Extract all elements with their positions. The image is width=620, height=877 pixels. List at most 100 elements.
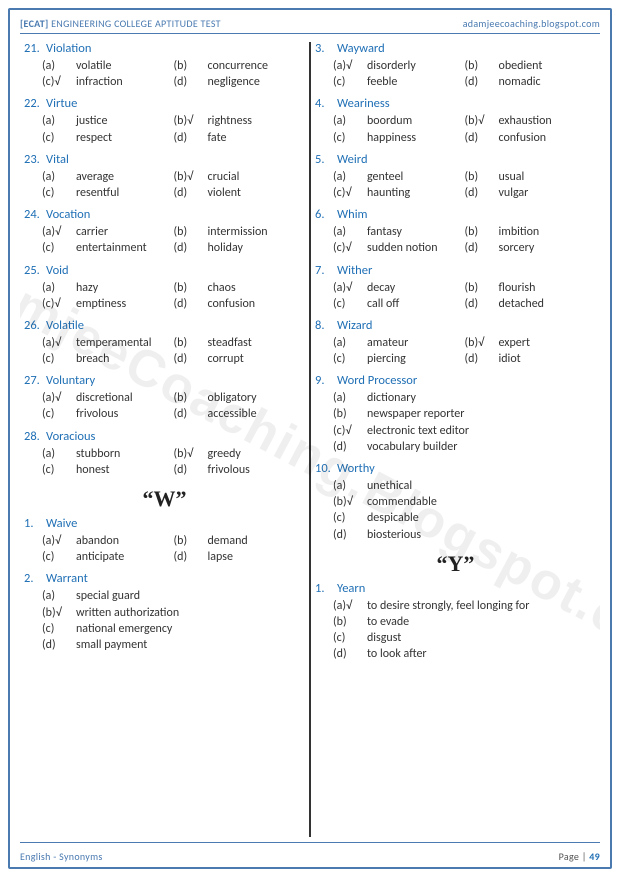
- question-word: Worthy: [337, 461, 375, 476]
- question-word: Weird: [337, 152, 368, 167]
- question-heading: 25.Void: [24, 263, 305, 278]
- question-word: Virtue: [46, 96, 77, 111]
- section-letter: “Y”: [315, 551, 596, 577]
- option: (b)√exhaustion: [465, 113, 597, 129]
- option: (a)√to desire strongly, feel longing for: [333, 598, 596, 614]
- options: (a)average(b)√crucial(c)resentful(d)viol…: [24, 169, 305, 201]
- option-text: despicable: [367, 510, 419, 526]
- question-number: 2.: [24, 571, 46, 586]
- option-label: (c): [333, 351, 367, 367]
- question-number: 21.: [24, 41, 46, 56]
- option-text: national emergency: [76, 621, 172, 637]
- option-text: crucial: [208, 169, 240, 185]
- question-word: Yearn: [337, 581, 365, 596]
- question: 5.Weird(a)genteel(b)usual(c)√haunting(d)…: [315, 152, 596, 201]
- option-text: imbition: [499, 224, 540, 240]
- options: (a)fantasy(b)imbition(c)√sudden notion(d…: [315, 224, 596, 256]
- option-text: electronic text editor: [367, 423, 469, 439]
- option-text: carrier: [76, 224, 108, 240]
- page-footer: English - Synonyms Page | 49: [20, 847, 600, 865]
- option-label: (a)√: [42, 224, 76, 240]
- option-text: average: [76, 169, 114, 185]
- option-text: disgust: [367, 630, 401, 646]
- option: (a)justice: [42, 113, 174, 129]
- option-text: fate: [208, 130, 227, 146]
- option-text: usual: [499, 169, 525, 185]
- option-label: (d): [42, 637, 76, 653]
- option-text: detached: [499, 296, 545, 312]
- question: 6.Whim(a)fantasy(b)imbition(c)√sudden no…: [315, 207, 596, 256]
- option-text: rightness: [208, 113, 252, 129]
- question-number: 22.: [24, 96, 46, 111]
- question-word: Weariness: [337, 96, 390, 111]
- option-label: (c): [333, 296, 367, 312]
- footer-rule: [20, 842, 600, 843]
- option-text: unethical: [367, 478, 412, 494]
- option-label: (b): [174, 280, 208, 296]
- option: (b)√written authorization: [42, 605, 305, 621]
- option-text: concurrence: [208, 58, 269, 74]
- option-text: accessible: [208, 406, 257, 422]
- option-label: (a): [333, 478, 367, 494]
- option-label: (a): [333, 113, 367, 129]
- question-number: 10.: [315, 461, 337, 476]
- question-word: Wizard: [337, 318, 372, 333]
- question: 27.Voluntary(a)√discretional(b)obligator…: [24, 373, 305, 422]
- question-word: Warrant: [46, 571, 88, 586]
- question-heading: 22.Virtue: [24, 96, 305, 111]
- options: (a)hazy(b)chaos(c)√emptiness(d)confusion: [24, 280, 305, 312]
- option-label: (c): [42, 462, 76, 478]
- options: (a)volatile(b)concurrence(c)√infraction(…: [24, 58, 305, 90]
- option: (a)special guard: [42, 588, 305, 604]
- option-text: frivolous: [76, 406, 118, 422]
- option-text: abandon: [76, 533, 119, 549]
- option: (b)√crucial: [174, 169, 306, 185]
- option-text: justice: [76, 113, 107, 129]
- option-text: violent: [208, 185, 241, 201]
- option-text: flourish: [499, 280, 536, 296]
- options: (a)special guard(b)√written authorizatio…: [24, 588, 305, 653]
- option-text: fantasy: [367, 224, 402, 240]
- option: (a)average: [42, 169, 174, 185]
- question-heading: 7.Wither: [315, 263, 596, 278]
- option-label: (a): [333, 335, 367, 351]
- question-number: 24.: [24, 207, 46, 222]
- option-label: (a): [42, 280, 76, 296]
- option-text: resentful: [76, 185, 119, 201]
- subject-label: English - Synonyms: [20, 850, 103, 863]
- option-text: dictionary: [367, 390, 416, 406]
- header-left: [ECAT] ENGINEERING COLLEGE APTITUDE TEST: [20, 17, 221, 30]
- question: 21.Violation(a)volatile(b)concurrence(c)…: [24, 41, 305, 90]
- option-label: (b): [465, 58, 499, 74]
- option: (a)√carrier: [42, 224, 174, 240]
- option-text: call off: [367, 296, 399, 312]
- option: (c)frivolous: [42, 406, 174, 422]
- question-heading: 4.Weariness: [315, 96, 596, 111]
- option-label: (a)√: [333, 280, 367, 296]
- option: (a)hazy: [42, 280, 174, 296]
- question-heading: 5.Weird: [315, 152, 596, 167]
- option-label: (d): [333, 439, 367, 455]
- option: (c)√emptiness: [42, 296, 174, 312]
- option-text: newspaper reporter: [367, 406, 464, 422]
- option: (d)negligence: [174, 74, 306, 90]
- question-word: Voluntary: [46, 373, 95, 388]
- options: (a)unethical(b)√commendable(c)despicable…: [315, 478, 596, 543]
- option: (d)vocabulary builder: [333, 439, 596, 455]
- question: 22.Virtue(a)justice(b)√rightness(c)respe…: [24, 96, 305, 145]
- option: (d)confusion: [465, 130, 597, 146]
- option-label: (c): [333, 510, 367, 526]
- option-text: respect: [76, 130, 112, 146]
- option-label: (a)√: [42, 335, 76, 351]
- option: (c)feeble: [333, 74, 465, 90]
- option-text: nomadic: [499, 74, 541, 90]
- option-label: (b): [333, 614, 367, 630]
- option-text: written authorization: [76, 605, 179, 621]
- option-text: frivolous: [208, 462, 250, 478]
- question: 4.Weariness(a)boordum(b)√exhaustion(c)ha…: [315, 96, 596, 145]
- question: 8.Wizard(a)amateur(b)√expert(c)piercing(…: [315, 318, 596, 367]
- question: 2.Warrant (a)special guard(b)√written aut…: [24, 571, 305, 653]
- option: (b)flourish: [465, 280, 597, 296]
- option-label: (c): [42, 621, 76, 637]
- option-text: anticipate: [76, 549, 124, 565]
